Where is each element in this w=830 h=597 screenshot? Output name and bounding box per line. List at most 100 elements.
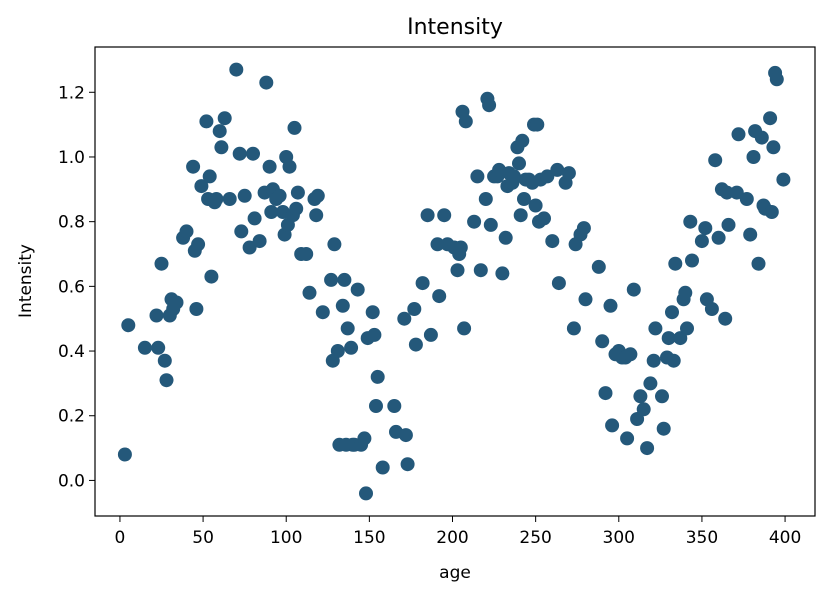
data-point	[309, 208, 324, 223]
data-point	[729, 185, 744, 200]
data-point	[237, 188, 252, 203]
data-point	[117, 447, 132, 462]
data-point	[751, 256, 766, 271]
data-point	[620, 431, 635, 446]
data-point	[272, 188, 287, 203]
y-tick-label: 1.0	[58, 148, 85, 168]
data-point	[578, 292, 593, 307]
data-point	[739, 192, 754, 206]
data-point	[515, 133, 530, 148]
y-tick-label: 0.2	[58, 407, 85, 427]
data-point	[262, 159, 277, 174]
data-point	[247, 211, 262, 226]
data-point	[626, 282, 641, 297]
data-point	[154, 256, 169, 271]
data-point	[299, 247, 314, 261]
data-point	[337, 272, 352, 287]
data-point	[315, 305, 330, 320]
data-point	[157, 353, 172, 368]
data-point	[711, 230, 726, 245]
data-point	[242, 240, 257, 255]
x-tick-label: 250	[519, 528, 551, 548]
data-point	[685, 253, 699, 268]
data-point	[640, 441, 655, 456]
data-point	[282, 159, 297, 174]
y-axis: 0.0 0.2 0.4 0.6 0.8 1.0 1.2	[58, 83, 95, 491]
data-point	[290, 185, 305, 200]
data-point	[540, 169, 555, 184]
data-point	[495, 266, 510, 281]
data-point	[327, 237, 342, 252]
x-axis: 0 50 100 150 200 250 300 350 400	[115, 516, 801, 548]
data-point	[432, 289, 447, 304]
data-point	[683, 214, 698, 229]
data-point	[698, 221, 713, 236]
y-tick-label: 0.4	[58, 342, 85, 362]
data-point	[214, 140, 229, 155]
data-point	[186, 159, 201, 174]
data-point	[776, 172, 791, 187]
data-point	[397, 311, 412, 326]
data-point	[498, 230, 513, 245]
data-point	[537, 211, 551, 226]
data-point	[151, 340, 166, 355]
data-point	[229, 62, 244, 77]
data-point	[310, 188, 325, 203]
data-point	[530, 117, 545, 132]
data-point	[517, 192, 531, 206]
data-point	[769, 72, 784, 87]
data-point	[359, 486, 373, 501]
data-point	[754, 130, 769, 145]
data-point	[668, 256, 683, 271]
data-point	[656, 421, 671, 436]
data-point	[623, 347, 638, 362]
data-point	[252, 234, 267, 249]
x-tick-label: 0	[115, 528, 126, 548]
data-point	[179, 224, 194, 239]
x-tick-label: 300	[603, 528, 635, 548]
data-point	[302, 285, 317, 300]
data-point	[199, 114, 214, 129]
data-point	[246, 146, 260, 161]
data-point	[678, 285, 693, 300]
data-point	[473, 263, 488, 278]
data-point	[209, 192, 224, 206]
data-point	[666, 353, 681, 368]
x-tick-label: 200	[436, 528, 468, 548]
data-point	[367, 327, 382, 342]
data-point	[259, 75, 274, 90]
data-point	[680, 321, 694, 336]
data-point	[232, 146, 247, 161]
data-point	[513, 208, 528, 223]
data-point	[731, 127, 746, 142]
data-point	[512, 156, 526, 171]
data-point	[598, 386, 613, 401]
x-tick-label: 150	[353, 528, 385, 548]
data-point	[222, 192, 237, 206]
data-point	[605, 418, 620, 433]
data-point	[633, 389, 648, 404]
data-point	[212, 124, 227, 139]
data-point	[457, 321, 472, 336]
data-point	[149, 308, 164, 323]
data-point	[603, 298, 618, 313]
data-point	[375, 460, 390, 475]
data-point	[289, 201, 304, 216]
x-tick-label: 50	[192, 528, 214, 548]
data-point	[766, 140, 781, 155]
y-tick-label: 0.0	[58, 471, 85, 491]
data-point	[437, 208, 452, 223]
data-point	[400, 457, 415, 472]
data-point	[430, 237, 445, 252]
data-point	[350, 282, 365, 297]
data-point	[636, 402, 651, 417]
data-point	[721, 217, 736, 232]
y-axis-label: Intensity	[16, 244, 36, 318]
data-point	[718, 311, 733, 326]
data-point	[704, 302, 719, 316]
data-point	[595, 334, 610, 349]
data-point	[764, 205, 779, 219]
data-point	[194, 179, 209, 194]
data-point	[643, 376, 658, 391]
